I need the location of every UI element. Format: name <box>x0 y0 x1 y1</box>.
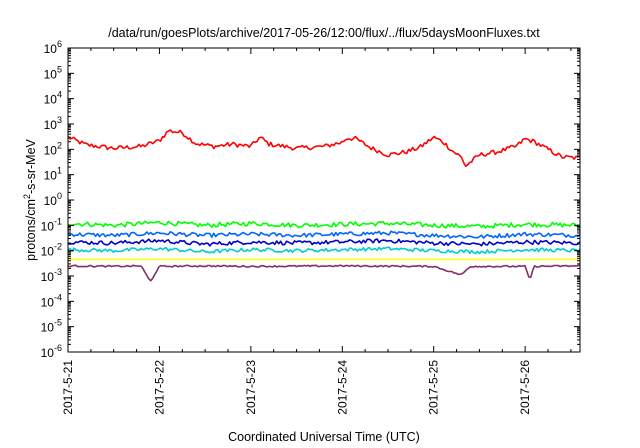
y-tick-label: 10-4 <box>41 292 62 309</box>
y-tick-label: 10-2 <box>41 242 62 259</box>
series-line-4 <box>68 238 581 247</box>
x-tick-label: 2017-5-24 <box>335 360 349 415</box>
series-line-7 <box>67 264 581 282</box>
y-tick-label: 105 <box>44 64 62 81</box>
series-line-3 <box>67 230 581 239</box>
y-tick-label: 10-5 <box>41 318 62 335</box>
x-tick-label: 2017-5-25 <box>427 360 441 415</box>
y-axis-label: protons/cm2-s-sr-MeV <box>22 138 38 260</box>
y-tick-label: 101 <box>44 166 62 183</box>
chart-title: /data/run/goesPlots/archive/2017-05-26/1… <box>108 26 540 40</box>
series-line-5 <box>67 246 581 255</box>
x-tick-label: 2017-5-22 <box>152 360 166 415</box>
x-axis: 2017-5-21 2017-5-22 2017-5-23 2017-5-24 2017… <box>61 48 572 415</box>
series-line-1 <box>67 129 581 167</box>
plot-frame <box>67 47 581 353</box>
y-tick-label: 10-3 <box>41 267 62 284</box>
x-tick-label: 2017-5-26 <box>518 360 532 415</box>
series-layer <box>67 129 581 282</box>
x-tick-label: 2017-5-21 <box>61 360 75 415</box>
y-tick-label: 106 <box>44 39 62 56</box>
x-axis-label: Coordinated Universal Time (UTC) <box>228 430 420 444</box>
y-axis: 10-6 10-5 10-4 10-3 10-2 10-1 100 101 102 103 104 1… <box>41 39 580 360</box>
series-line-2 <box>67 220 581 229</box>
y-tick-label: 104 <box>44 90 62 107</box>
y-axis-label-part-1: protons/cm <box>24 199 38 261</box>
y-tick-label: 10-6 <box>41 343 62 360</box>
y-tick-label: 103 <box>44 115 62 132</box>
y-tick-label: 100 <box>44 191 62 208</box>
y-axis-label-superscript: 2 <box>22 194 32 199</box>
x-tick-label: 2017-5-23 <box>244 360 258 415</box>
y-axis-label-part-2: -s-sr-MeV <box>24 138 38 194</box>
y-tick-label: 102 <box>44 140 62 157</box>
y-tick-label: 10-1 <box>41 216 62 233</box>
